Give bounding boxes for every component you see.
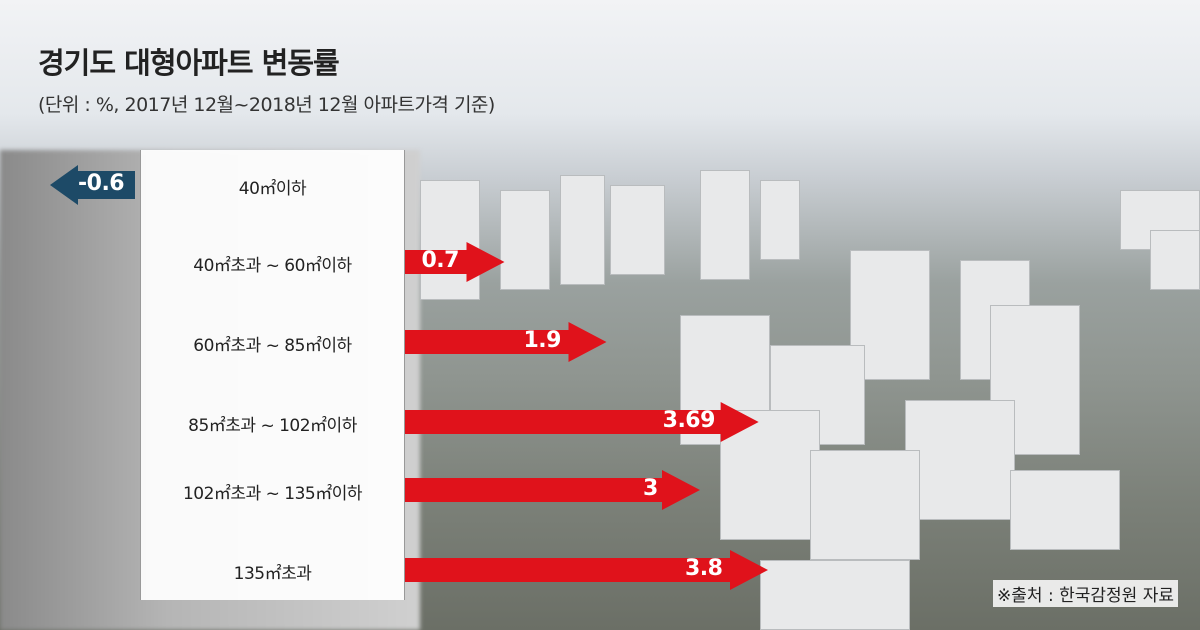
building-shape bbox=[1010, 470, 1120, 550]
value-label: 3 bbox=[643, 476, 658, 501]
category-label: 40㎡초과 ~ 60㎡이하 bbox=[193, 256, 352, 276]
chart-title: 경기도 대형아파트 변동률 bbox=[38, 46, 340, 80]
building-shape bbox=[760, 560, 910, 630]
building-shape bbox=[760, 180, 800, 260]
category-label: 85㎡초과 ~ 102㎡이하 bbox=[188, 416, 357, 436]
value-label: 3.8 bbox=[685, 556, 723, 581]
building-shape bbox=[1150, 230, 1200, 290]
category-label: 60㎡초과 ~ 85㎡이하 bbox=[193, 336, 352, 356]
bar bbox=[50, 165, 135, 205]
building-shape bbox=[610, 185, 665, 275]
value-label: 3.69 bbox=[662, 408, 716, 433]
category-panel bbox=[140, 150, 405, 600]
bar bbox=[405, 402, 759, 442]
bar bbox=[405, 550, 768, 590]
bar bbox=[405, 242, 505, 282]
building-shape bbox=[420, 180, 480, 300]
value-label: 0.7 bbox=[421, 248, 460, 273]
building-shape bbox=[700, 170, 750, 280]
category-label: 102㎡초과 ~ 135㎡이하 bbox=[182, 484, 363, 504]
building-shape bbox=[500, 190, 550, 290]
building-shape bbox=[810, 450, 920, 560]
category-label: 40㎡이하 bbox=[238, 179, 307, 199]
source-note: ※출처 : 한국감정원 자료 bbox=[993, 580, 1178, 607]
building-shape bbox=[905, 400, 1015, 520]
bar bbox=[405, 322, 607, 362]
bar bbox=[405, 470, 700, 510]
chart-subtitle: (단위 : %, 2017년 12월~2018년 12월 아파트가격 기준) bbox=[38, 94, 495, 116]
value-label: -0.6 bbox=[78, 171, 125, 196]
building-shape bbox=[560, 175, 605, 285]
value-label: 1.9 bbox=[523, 328, 562, 353]
category-label: 135㎡초과 bbox=[233, 564, 312, 584]
